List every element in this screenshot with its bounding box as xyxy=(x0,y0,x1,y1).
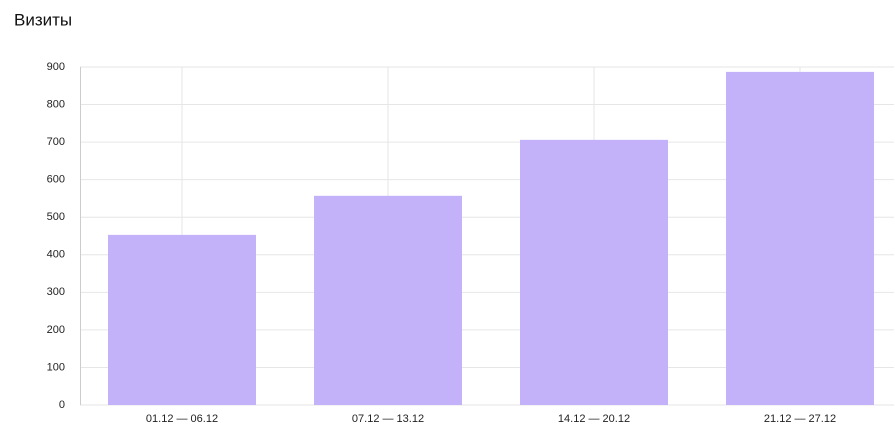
x-tick-label: 21.12 — 27.12 xyxy=(764,413,836,425)
x-tick-label: 07.12 — 13.12 xyxy=(352,413,424,425)
bar xyxy=(726,71,874,405)
x-tick-label: 01.12 — 06.12 xyxy=(146,413,218,425)
y-tick-label: 800 xyxy=(47,98,65,110)
y-tick-label: 600 xyxy=(47,174,65,186)
y-tick-label: 500 xyxy=(47,211,65,223)
x-tick-label: 14.12 — 20.12 xyxy=(558,413,630,425)
y-tick-label: 700 xyxy=(47,136,65,148)
bar xyxy=(314,195,462,405)
y-tick-label: 900 xyxy=(47,61,65,73)
bar xyxy=(108,234,256,405)
bar xyxy=(520,139,668,405)
chart-title: Визиты xyxy=(14,10,72,29)
y-tick-label: 200 xyxy=(47,324,65,336)
y-tick-label: 400 xyxy=(47,249,65,261)
y-tick-label: 100 xyxy=(47,361,65,373)
y-tick-label: 300 xyxy=(47,286,65,298)
y-tick-label: 0 xyxy=(59,399,65,411)
